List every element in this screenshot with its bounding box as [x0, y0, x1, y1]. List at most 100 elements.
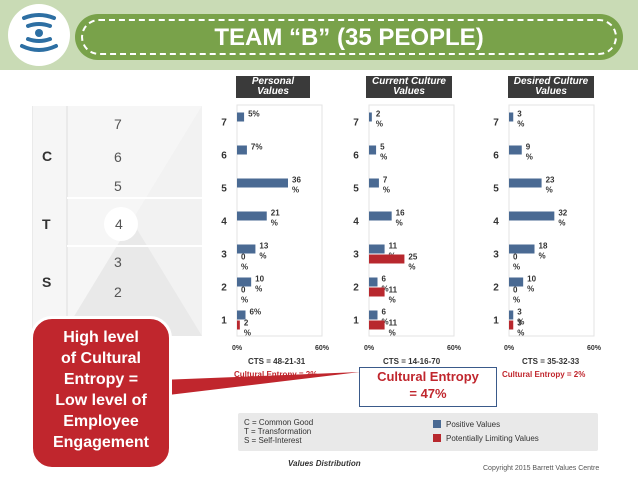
bar-positive: [369, 244, 385, 254]
data-label: %: [546, 186, 553, 195]
funnel-group-s: S: [42, 274, 52, 290]
bar-positive: [369, 310, 378, 320]
data-label: %: [241, 296, 248, 305]
data-label: %: [558, 219, 565, 228]
legend-swatch-positive: [433, 420, 441, 428]
bar-positive: [237, 112, 245, 122]
bar-positive: [509, 145, 522, 155]
data-label: %: [408, 263, 415, 272]
x-tick-label: 0%: [232, 345, 243, 350]
category-label: 4: [353, 217, 359, 228]
funnel-level-5: 5: [114, 178, 122, 194]
data-label: 6: [382, 308, 387, 317]
data-label: 13: [259, 242, 268, 251]
category-label: 3: [493, 250, 499, 261]
data-label: %: [241, 263, 248, 272]
bar-limiting: [369, 287, 385, 297]
cts-current: CTS = 14-16-70: [383, 357, 441, 366]
chart-header-current: Current Culture Values: [366, 76, 452, 98]
category-label: 3: [353, 250, 359, 261]
data-label: 36: [292, 176, 301, 185]
category-label: 5: [353, 184, 359, 195]
bar-positive: [369, 178, 379, 188]
category-label: 7: [353, 118, 359, 129]
chart-current-culture: 16%11%26%11%311%25%416%57%65%72%0%60%: [353, 104, 462, 350]
data-label: 10: [527, 275, 536, 284]
data-label: %: [292, 186, 299, 195]
category-label: 5: [493, 184, 499, 195]
bar-positive: [237, 277, 252, 287]
data-label: %: [539, 252, 546, 261]
chart-header-personal: Personal Values: [236, 76, 310, 98]
category-label: 3: [221, 250, 227, 261]
bar-limiting: [369, 254, 405, 264]
funnel-level-4: 4: [115, 216, 123, 232]
data-label: %: [380, 153, 387, 162]
chart-personal-values: 16%2%210%0%313%0%421%536%67%75%0% 60%: [221, 104, 330, 350]
category-label: 1: [493, 316, 499, 327]
data-label: %: [517, 329, 524, 338]
callout-line-1: High level: [63, 329, 139, 346]
bar-positive: [237, 310, 246, 320]
data-label: 18: [539, 242, 548, 251]
footer-label: Values Distribution: [288, 459, 361, 468]
legend-label-limiting: Potentially Limiting Values: [446, 434, 539, 443]
data-label: %: [396, 219, 403, 228]
callout-line-5: Employee: [63, 413, 139, 430]
data-label: 25: [408, 253, 417, 262]
funnel-level-7: 7: [114, 116, 122, 132]
category-label: 7: [493, 118, 499, 129]
data-label: %: [259, 252, 266, 261]
category-label: 7: [221, 118, 227, 129]
callout-line-4: Low level of: [55, 392, 147, 409]
entropy-highlight-line-1: Cultural Entropy: [377, 369, 479, 384]
bar-limiting: [509, 320, 514, 330]
chart-desired-culture: 13%3%210%0%318%0%432%523%69%73%0% 60%: [493, 104, 602, 350]
data-label: 11: [389, 286, 398, 295]
callout-line-3: Entropy =: [63, 371, 139, 388]
data-label: 2: [244, 319, 249, 328]
data-label: %: [517, 318, 524, 327]
title-bar: TEAM “B” (35 PEOPLE): [75, 14, 623, 60]
x-tick-label: 60%: [315, 345, 330, 350]
callout-line-2: of Cultural: [61, 350, 141, 367]
entropy-highlight-line-2: = 47%: [409, 386, 447, 401]
category-label: 4: [493, 217, 499, 228]
data-label: 0: [513, 286, 518, 295]
data-label: 3: [517, 110, 522, 119]
data-label: %: [271, 219, 278, 228]
callout-line-6: Engagement: [52, 434, 149, 451]
chart-header-personal-text: Personal Values: [236, 76, 310, 98]
funnel-level-6: 6: [114, 149, 122, 165]
legend-key-s: S = Self-Interest: [244, 436, 302, 445]
legend-key-t: T = Transformation: [244, 427, 312, 436]
bar-positive: [509, 178, 542, 188]
category-label: 6: [221, 151, 227, 162]
bar-positive: [509, 112, 514, 122]
entropy-callout: High level of Cultural Entropy = Low lev…: [30, 316, 172, 470]
data-label: %: [383, 186, 390, 195]
funnel-center-circle: [104, 207, 138, 241]
entropy-desired: Cultural Entropy = 2%: [502, 370, 586, 379]
legend: C = Common Good T = Transformation S = S…: [238, 413, 598, 451]
data-label: 0: [241, 286, 246, 295]
data-label: %: [376, 120, 383, 129]
bar-positive: [509, 244, 535, 254]
data-label: %: [382, 318, 389, 327]
bar-positive: [369, 112, 372, 122]
data-label: 0: [513, 253, 518, 262]
category-label: 6: [493, 151, 499, 162]
data-label: 7%: [251, 143, 263, 152]
entropy-personal: Cultural Entropy = 2%: [234, 370, 318, 379]
chart-header-current-text: Current Culture Values: [366, 76, 452, 98]
callout-pointer: [160, 372, 360, 396]
data-label: 5%: [248, 110, 260, 119]
entropy-highlight-box: Cultural Entropy = 47%: [359, 367, 497, 407]
data-label: 21: [271, 209, 280, 218]
bar-limiting: [369, 320, 385, 330]
data-label: 5: [380, 143, 385, 152]
category-label: 6: [353, 151, 359, 162]
cts-desired: CTS = 35-32-33: [522, 357, 580, 366]
data-label: %: [244, 329, 251, 338]
category-label: 1: [221, 316, 227, 327]
